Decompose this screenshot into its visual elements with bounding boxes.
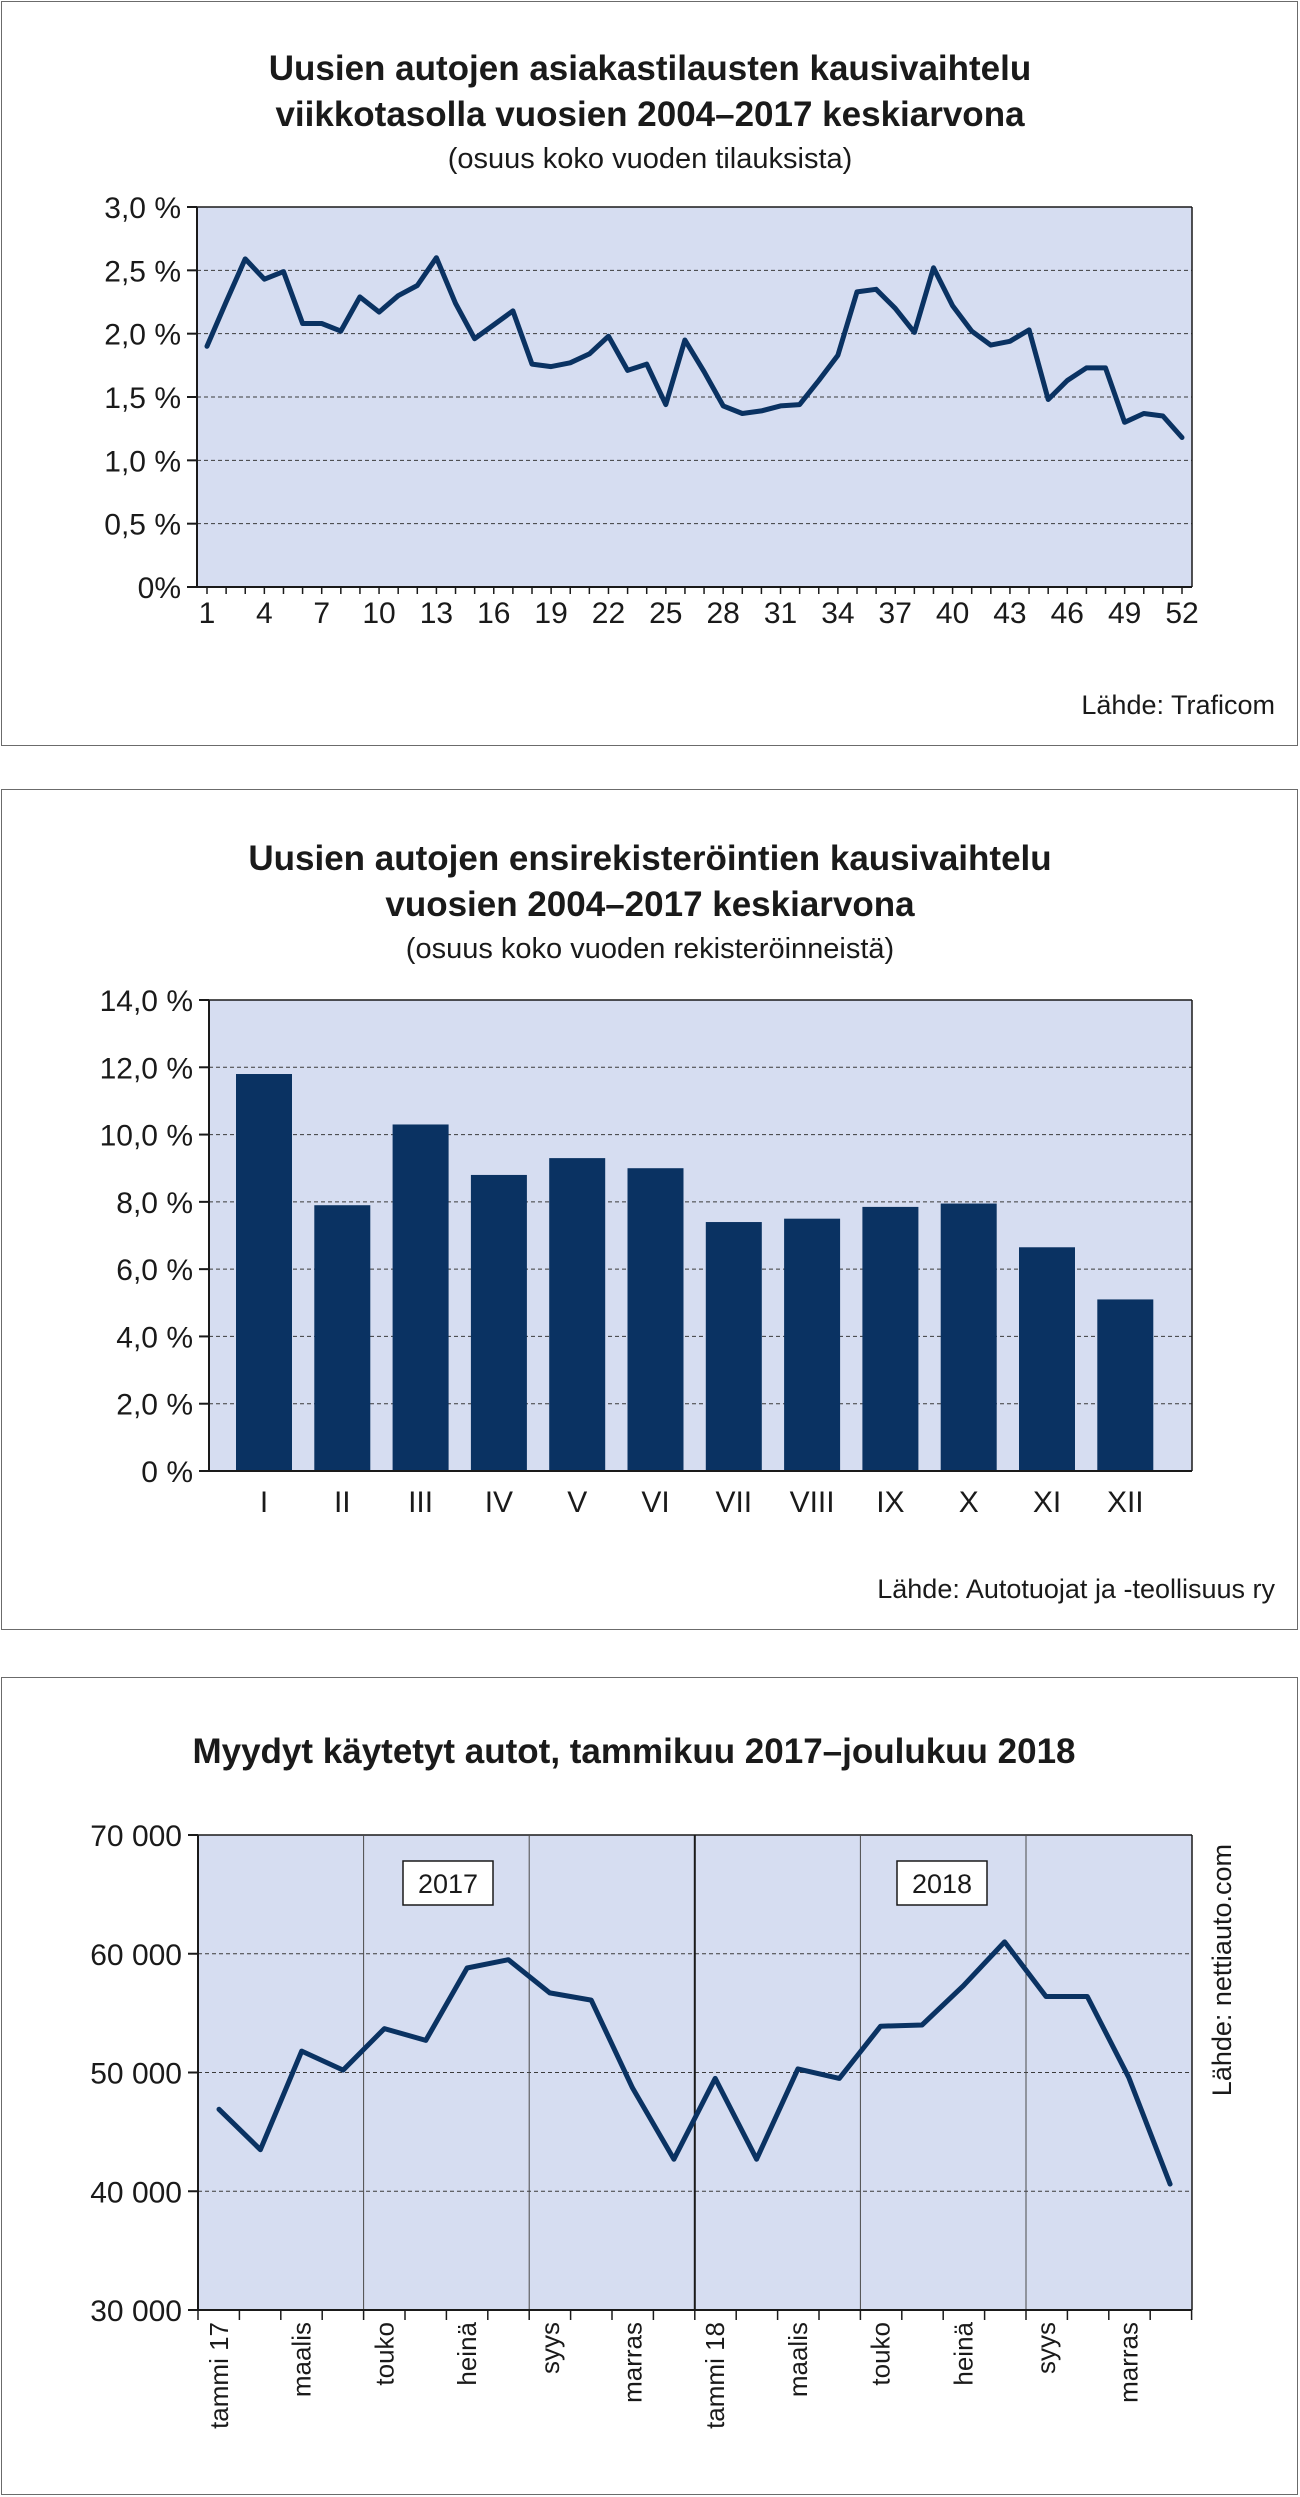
y-tick-label: 8,0 % [116, 1187, 193, 1220]
y-tick-label: 12,0 % [100, 1052, 193, 1085]
bar [1097, 1299, 1154, 1471]
chart-panel-weekly-orders: Uusien autojen asiakastilausten kausivai… [1, 1, 1298, 746]
bar [862, 1206, 919, 1471]
x-tick-label: 52 [1165, 597, 1198, 630]
x-tick-label: syys [1031, 2322, 1061, 2374]
series-line [204, 255, 1185, 440]
bar [627, 1168, 684, 1471]
x-tick-label: 46 [1051, 597, 1084, 630]
y-tick-label: 1,0 % [104, 445, 181, 478]
year-label-box [402, 1860, 494, 1906]
x-tick-label: 1 [199, 597, 216, 630]
weekly-orders-chart: Uusien autojen asiakastilausten kausivai… [104, 49, 1275, 720]
x-tick-label: touko [866, 2322, 896, 2386]
y-tick-label: 40 000 [90, 2176, 182, 2209]
y-tick-label: 10,0 % [100, 1120, 193, 1153]
source-label: Lähde: Autotuojat ja -teollisuus ry [877, 1574, 1275, 1604]
y-tick-label: 6,0 % [116, 1254, 193, 1287]
year-label: 2017 [418, 1869, 478, 1899]
x-tick-label: X [959, 1486, 979, 1519]
x-tick-label: 34 [821, 597, 854, 630]
x-tick-label: 37 [879, 597, 912, 630]
year-label: 2018 [912, 1869, 972, 1899]
x-tick-label: tammi 17 [204, 2322, 234, 2429]
y-tick-label: 0,5 % [104, 509, 181, 542]
chart-panel-used-cars: Myydyt käytetyt autot, tammikuu 2017–jou… [1, 1677, 1298, 2495]
x-tick-label: 7 [313, 597, 330, 630]
bar [705, 1222, 762, 1471]
chart-title-line2: vuosien 2004–2017 keskiarvona [385, 885, 915, 924]
chart-title: Myydyt käytetyt autot, tammikuu 2017–jou… [192, 1732, 1075, 1771]
y-tick-label: 0% [138, 572, 181, 605]
x-tick-label: 28 [706, 597, 739, 630]
bar [392, 1124, 449, 1471]
bar [940, 1203, 997, 1471]
x-tick-label: I [260, 1486, 268, 1519]
x-tick-label: syys [535, 2322, 565, 2374]
x-tick-label: XII [1107, 1486, 1144, 1519]
y-tick-label: 60 000 [90, 1939, 182, 1972]
x-tick-label: maalis [287, 2322, 317, 2397]
chart-panel-monthly-registrations: Uusien autojen ensirekisteröintien kausi… [1, 789, 1298, 1630]
x-tick-label: III [408, 1486, 433, 1519]
series-line [216, 1939, 1173, 2187]
monthly-registrations-chart: Uusien autojen ensirekisteröintien kausi… [100, 839, 1276, 1604]
x-tick-label: IX [876, 1486, 904, 1519]
x-tick-label: 43 [993, 597, 1026, 630]
x-tick-label: XI [1033, 1486, 1061, 1519]
y-tick-label: 2,5 % [104, 255, 181, 288]
y-tick-label: 4,0 % [116, 1321, 193, 1354]
x-tick-label: 19 [534, 597, 567, 630]
source-label: Lähde: nettiauto.com [1207, 1844, 1237, 2096]
x-tick-label: 31 [764, 597, 797, 630]
x-tick-label: marras [1114, 2322, 1144, 2403]
y-tick-label: 0 % [141, 1456, 193, 1489]
bar [549, 1158, 606, 1471]
bar [314, 1205, 371, 1471]
used-cars-chart: Myydyt käytetyt autot, tammikuu 2017–jou… [90, 1732, 1237, 2429]
bar [784, 1218, 841, 1471]
x-tick-label: IV [485, 1486, 513, 1519]
y-tick-label: 1,5 % [104, 382, 181, 415]
y-tick-label: 50 000 [90, 2058, 182, 2091]
x-tick-label: 22 [592, 597, 625, 630]
x-tick-label: 49 [1108, 597, 1141, 630]
bar [470, 1174, 527, 1471]
chart-subtitle: (osuus koko vuoden rekisteröinneistä) [406, 933, 894, 965]
x-tick-label: V [567, 1486, 587, 1519]
x-tick-label: touko [369, 2322, 399, 2386]
chart-subtitle: (osuus koko vuoden tilauksista) [448, 143, 853, 175]
x-tick-label: marras [618, 2322, 648, 2403]
y-tick-label: 3,0 % [104, 192, 181, 225]
chart-title-line2: viikkotasolla vuosien 2004–2017 keskiarv… [275, 95, 1025, 134]
y-tick-label: 70 000 [90, 1820, 182, 1853]
x-tick-label: VIII [790, 1486, 835, 1519]
y-tick-label: 2,0 % [104, 319, 181, 352]
x-tick-label: 10 [362, 597, 395, 630]
chart-title-line1: Uusien autojen ensirekisteröintien kausi… [248, 839, 1051, 878]
y-tick-label: 14,0 % [100, 985, 193, 1018]
x-tick-label: 40 [936, 597, 969, 630]
y-tick-label: 30 000 [90, 2295, 182, 2328]
x-tick-label: 4 [256, 597, 273, 630]
bar [1019, 1247, 1075, 1471]
x-tick-label: II [334, 1486, 351, 1519]
x-tick-label: heinä [948, 2321, 978, 2385]
x-tick-label: 25 [649, 597, 682, 630]
year-label-box [896, 1860, 988, 1906]
source-label: Lähde: Traficom [1081, 690, 1275, 720]
x-tick-label: 13 [420, 597, 453, 630]
x-tick-label: tammi 18 [700, 2322, 730, 2429]
x-tick-label: 16 [477, 597, 510, 630]
x-tick-label: VI [641, 1486, 669, 1519]
bar [236, 1074, 292, 1471]
x-tick-label: heinä [452, 2321, 482, 2385]
x-tick-label: VII [715, 1486, 752, 1519]
chart-title-line1: Uusien autojen asiakastilausten kausivai… [269, 49, 1032, 88]
x-tick-label: maalis [783, 2322, 813, 2397]
y-tick-label: 2,0 % [116, 1389, 193, 1422]
